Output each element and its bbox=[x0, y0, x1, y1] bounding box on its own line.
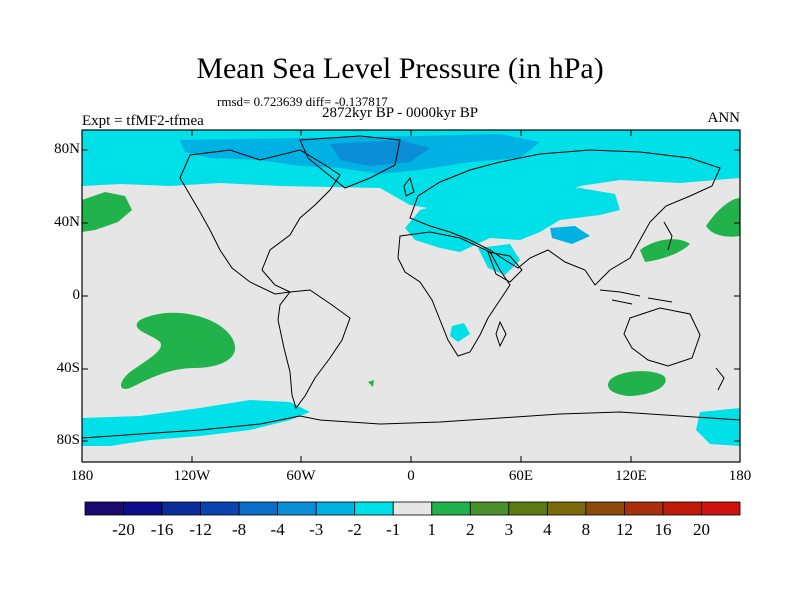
colorbar-label: 4 bbox=[543, 520, 552, 539]
contour-nw-pacific bbox=[82, 192, 132, 232]
stats-label: rmsd= 0.723639 diff= -0.137817 bbox=[217, 94, 388, 109]
colorbar-label: -1 bbox=[386, 520, 401, 539]
colorbar-swatch bbox=[277, 501, 317, 516]
coast-greenland bbox=[299, 135, 401, 189]
colorbar-swatch bbox=[662, 501, 702, 516]
colorbar-label: 3 bbox=[504, 520, 514, 539]
y-tick-label: 0 bbox=[72, 287, 81, 303]
colorbar-label: -8 bbox=[232, 520, 247, 539]
colorbar-label: 16 bbox=[654, 520, 672, 539]
colorbar-label: 12 bbox=[615, 520, 633, 539]
colorbar-label: -2 bbox=[347, 520, 362, 539]
colorbar-label: -3 bbox=[309, 520, 324, 539]
colorbar-label: -4 bbox=[270, 520, 285, 539]
experiment-label: Expt = tfMF2-tfmea bbox=[82, 113, 204, 129]
contour-south-africa bbox=[450, 323, 470, 342]
colorbar-swatch bbox=[585, 501, 625, 516]
coast-north-america bbox=[179, 149, 341, 295]
colorbar-label: -20 bbox=[112, 520, 135, 539]
y-tick-label: 80N bbox=[54, 141, 80, 157]
x-tick-label: 120E bbox=[615, 468, 647, 484]
season-label: ANN bbox=[707, 110, 741, 126]
chart-title: Mean Sea Level Pressure (in hPa) bbox=[196, 52, 604, 85]
colorbar-swatch bbox=[84, 501, 124, 516]
x-tick-label: 120W bbox=[173, 468, 211, 484]
x-tick-label: 0 bbox=[407, 468, 415, 484]
colorbar-label: 20 bbox=[692, 520, 710, 539]
colorbar-swatch bbox=[200, 501, 240, 516]
colorbar-label: 2 bbox=[466, 520, 475, 539]
contour-south-indian bbox=[608, 371, 666, 396]
coast-australia bbox=[623, 307, 701, 367]
period-label: 2872kyr BP - 0000kyr BP bbox=[322, 105, 479, 121]
x-tick-label: 180 bbox=[70, 468, 94, 484]
colorbar-swatch bbox=[546, 501, 587, 516]
coast-south-america bbox=[277, 289, 351, 410]
colorbar-swatch bbox=[392, 501, 433, 516]
x-tick-label: 60W bbox=[286, 468, 316, 484]
coast-japan bbox=[663, 221, 673, 251]
contour-atlantic-dot bbox=[368, 380, 374, 387]
colorbar-label: -12 bbox=[189, 520, 212, 539]
colorbar-swatch bbox=[161, 501, 201, 516]
y-tick-label: 40S bbox=[56, 360, 80, 376]
colorbar-swatch bbox=[508, 501, 548, 516]
coastlines bbox=[82, 135, 740, 439]
colorbar-swatch bbox=[123, 501, 163, 516]
colorbar-swatch bbox=[624, 501, 664, 516]
x-tick-label: 60E bbox=[508, 468, 534, 484]
x-tick-label: 180 bbox=[728, 468, 752, 484]
colorbar-label: 1 bbox=[427, 520, 437, 539]
contour-east-pacific bbox=[706, 198, 740, 237]
colorbar-label: -16 bbox=[150, 520, 174, 539]
colorbar-swatch bbox=[701, 501, 741, 516]
contour-japan bbox=[640, 239, 690, 262]
colorbar bbox=[84, 501, 741, 516]
colorbar-swatch bbox=[431, 501, 471, 516]
coast-eurasia bbox=[409, 149, 721, 286]
y-tick-label: 40N bbox=[54, 214, 80, 230]
coast-antarctica bbox=[82, 411, 740, 439]
y-tick-label: 80S bbox=[56, 432, 80, 448]
colorbar-swatch bbox=[315, 501, 356, 516]
colorbar-swatch bbox=[238, 501, 279, 516]
coast-arabia bbox=[487, 251, 523, 283]
coast-africa bbox=[397, 231, 511, 357]
coast-new-zealand bbox=[715, 367, 725, 391]
axis-ticks bbox=[81, 130, 741, 462]
contour-north-neg3 bbox=[330, 140, 430, 166]
coast-madagascar bbox=[495, 320, 507, 348]
colorbar-swatch bbox=[354, 501, 394, 516]
coast-uk bbox=[403, 176, 415, 197]
colorbar-swatch bbox=[469, 501, 510, 516]
colorbar-label: 8 bbox=[581, 520, 591, 539]
coast-indonesia bbox=[599, 289, 673, 305]
contour-central-asia-neg2 bbox=[550, 226, 590, 244]
contour-south-pacific bbox=[121, 312, 236, 389]
